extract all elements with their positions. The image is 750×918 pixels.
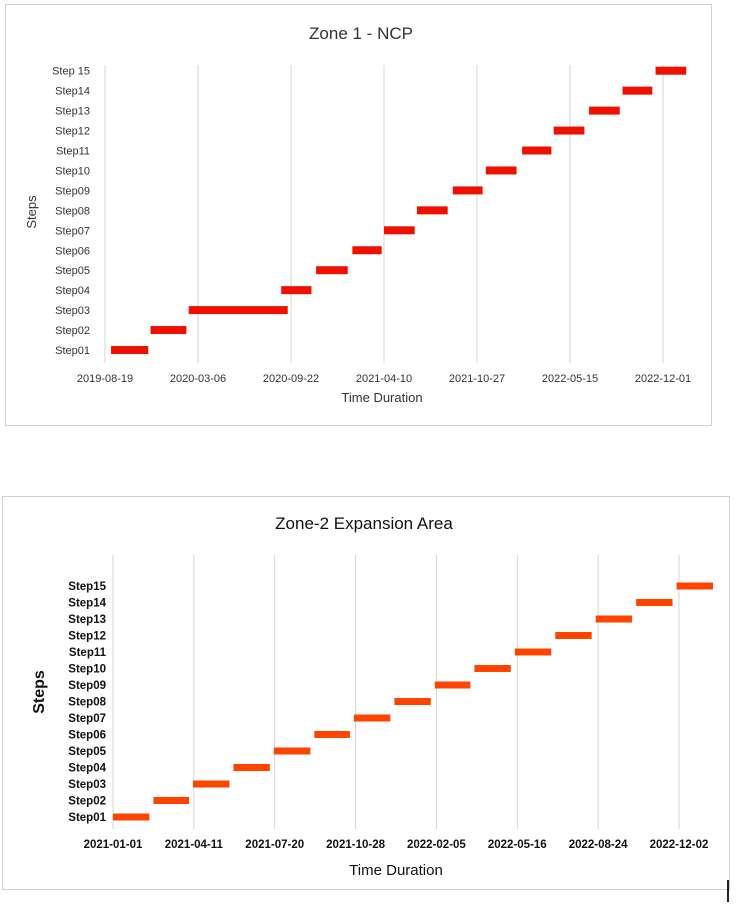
y-tick-label: Step03 (68, 779, 106, 791)
gridlines (104, 65, 664, 363)
y-tick-label: Step04 (55, 285, 90, 297)
bar-step07 (384, 226, 415, 235)
y-tick-label: Step07 (68, 713, 106, 725)
bar-step06 (352, 246, 382, 255)
chart-panel-zone1: Zone 1 - NCP Step01 Step02 Step03 Step04 Ste… (5, 4, 712, 426)
bar-step06 (314, 731, 350, 738)
x-tick-label: 2022-12-02 (650, 839, 709, 851)
x-tick-label: 2021-10-28 (326, 839, 385, 851)
y-tick-label: Step12 (55, 126, 90, 138)
x-tick-labels: 2019-08-19 2020-03-06 2020-09-22 2021-04-10… (77, 373, 691, 385)
x-tick-label: 2022-08-24 (569, 839, 628, 851)
y-tick-label: Step09 (68, 680, 106, 692)
x-tick-label: 2022-05-16 (488, 839, 547, 851)
x-tick-label: 2020-03-06 (170, 373, 226, 385)
bar-step01 (111, 346, 149, 354)
y-tick-label: Step 15 (52, 66, 90, 78)
y-tick-label: Step13 (55, 106, 90, 118)
x-tick-labels: 2021-01-01 2021-04-11 2021-07-20 2021-10-28… (84, 839, 709, 851)
bar-step02 (150, 326, 187, 335)
y-tick-label: Step14 (68, 598, 106, 610)
bar-step05 (316, 266, 348, 275)
y-tick-label: Step06 (55, 245, 90, 257)
bar-step14 (622, 86, 653, 95)
y-tick-label: Step02 (68, 796, 106, 808)
y-axis-label: Steps (31, 670, 48, 714)
bar-step13 (589, 106, 620, 115)
x-axis-label: Time Duration (341, 390, 422, 405)
x-tick-label: 2021-04-10 (356, 373, 412, 385)
y-tick-label: Step03 (55, 305, 90, 317)
bar-step02 (153, 797, 190, 804)
bar-step11 (522, 146, 552, 155)
x-tick-label: 2021-07-20 (245, 839, 304, 851)
y-tick-label: Step06 (68, 730, 106, 742)
bar-step08 (394, 698, 431, 705)
bar-step07 (353, 714, 391, 722)
y-tick-label: Step05 (68, 746, 106, 758)
bar-step09 (452, 186, 483, 195)
y-tick-label: Step08 (68, 697, 106, 709)
bar-step10 (485, 166, 517, 175)
bar-step14 (636, 599, 673, 606)
x-axis-label: Time Duration (349, 862, 443, 879)
bar-step04 (281, 286, 312, 295)
bar-step03 (188, 306, 288, 315)
bar-step04 (233, 764, 270, 771)
chart-panel-zone2: Zone-2 Expansion Area Step01 Step02 Step03… (2, 496, 730, 890)
y-tick-label: Step15 (68, 581, 106, 593)
chart-title: Zone 1 - NCP (309, 24, 413, 43)
y-tick-label: Step11 (56, 146, 90, 158)
bar-step09 (434, 681, 471, 689)
y-tick-label: Step14 (55, 86, 90, 98)
x-tick-label: 2022-02-05 (407, 839, 466, 851)
x-tick-label: 2021-04-11 (165, 839, 224, 851)
x-tick-label: 2019-08-19 (77, 373, 133, 385)
bar-step10 (474, 665, 511, 672)
y-tick-label: Step09 (55, 185, 90, 197)
bar-step12 (555, 632, 592, 639)
y-tick-label: Step08 (55, 205, 90, 217)
bar-step13 (595, 615, 633, 623)
y-tick-label: Step07 (55, 225, 90, 237)
bar-step15 (676, 582, 713, 590)
gridlines (112, 555, 680, 829)
y-tick-label: Step04 (68, 763, 106, 775)
y-tick-label: Step12 (68, 631, 106, 643)
gantt-chart-zone2: Zone-2 Expansion Area Step01 Step02 Step03… (31, 514, 713, 879)
y-tick-label: Step13 (68, 614, 106, 626)
bar-step12 (553, 126, 585, 135)
gantt-chart-zone1: Zone 1 - NCP Step01Step02Step03Step04Ste… (24, 24, 691, 405)
y-tick-label: Step10 (55, 165, 90, 177)
x-tick-label: 2021-01-01 (84, 839, 143, 851)
bar-step03 (193, 780, 230, 788)
bar-step08 (417, 206, 448, 215)
chart-title: Zone-2 Expansion Area (275, 514, 453, 533)
text-cursor-mark (727, 880, 729, 902)
x-tick-label: 2021-10-27 (449, 373, 505, 385)
bar-step05 (273, 747, 311, 755)
bars (111, 66, 687, 354)
bar-step01 (113, 813, 150, 821)
y-axis-label: Steps (24, 195, 39, 229)
y-tick-label: Step02 (55, 325, 90, 337)
y-tick-label: Step10 (68, 664, 106, 676)
bar-step15 (655, 66, 687, 75)
y-tick-labels: Step01 Step02 Step03 Step04 Step05 Step06 Step… (52, 66, 90, 357)
bars (113, 582, 713, 821)
y-tick-label: Step11 (69, 647, 107, 659)
x-tick-label: 2022-05-15 (542, 373, 598, 385)
x-tick-label: 2020-09-22 (263, 373, 319, 385)
bar-step11 (514, 648, 552, 656)
y-tick-labels: Step01 Step02 Step03 Step04 Step05 Step06 Step… (68, 581, 106, 824)
y-tick-label: Step01 (55, 345, 90, 357)
y-tick-label: Step05 (55, 265, 90, 277)
x-tick-label: 2022-12-01 (635, 373, 691, 385)
y-tick-label: Step01 (68, 812, 106, 824)
